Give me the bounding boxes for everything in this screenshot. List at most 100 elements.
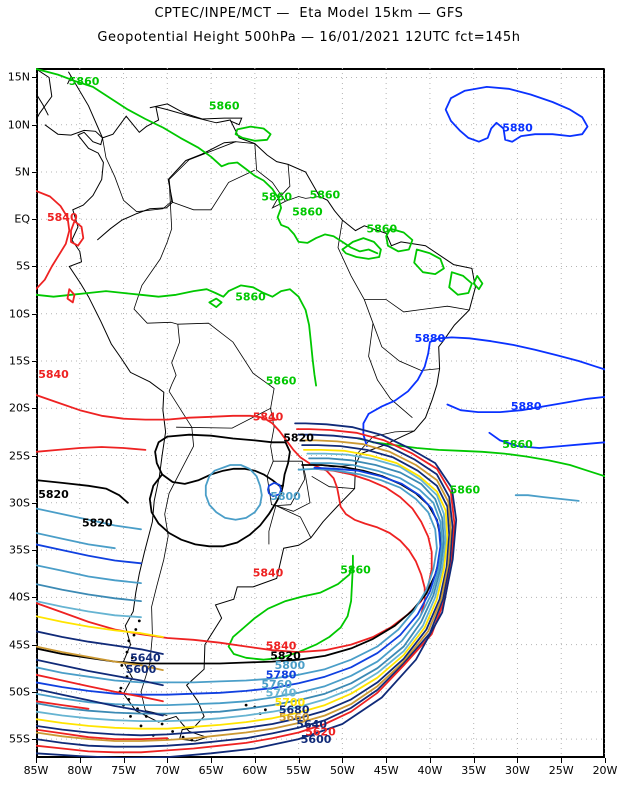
y-tick-mark (32, 313, 37, 315)
contour-label-5620-34: 5620 (305, 725, 336, 738)
contour-label-5800-26: 5800 (275, 659, 306, 672)
y-tick-mark (32, 597, 37, 599)
plot-area: 5860 5860 5880 5860 5860 5860 5860 5840 5860 5880… (36, 68, 605, 758)
contour-label-5840-12: 5840 (253, 411, 284, 424)
y-axis-tick-35S: 35S (9, 543, 30, 557)
contour-label-5700-30: 5700 (275, 696, 306, 709)
y-tick-mark (32, 361, 37, 362)
contour-label-5840-10: 5840 (38, 368, 69, 381)
x-axis-tick-35W: 35W (461, 764, 487, 777)
y-axis-tick-EQ: EQ (14, 212, 30, 226)
x-axis-tick-80W: 80W (67, 764, 93, 777)
y-axis-tick-10N: 10N (7, 118, 30, 132)
x-tick-mark (79, 758, 81, 763)
contour-label-5640-22: 5640 (130, 652, 161, 665)
y-tick-mark (32, 219, 37, 221)
y-tick-mark (32, 171, 37, 173)
contour-layer (36, 68, 605, 758)
chart-title-line-1: CPTEC/INPE/MCT — Eta Model 15km — GFS (154, 6, 464, 21)
chart-title-line-2: Geopotential Height 500hPa — 16/01/2021 … (97, 30, 521, 45)
y-axis-tick-15N: 15N (7, 70, 30, 84)
x-axis-tick-20W: 20W (592, 764, 618, 777)
y-axis-tick-10S: 10S (9, 307, 30, 321)
y-axis-tick-15S: 15S (9, 354, 30, 368)
x-tick-mark (473, 758, 475, 763)
y-tick-mark (32, 455, 37, 457)
x-tick-mark (167, 758, 169, 763)
x-tick-mark (429, 758, 431, 763)
contour-label-5860-8: 5860 (235, 291, 266, 304)
contour-label-5860-11: 5860 (266, 375, 297, 388)
coastline-layer (36, 68, 476, 742)
contour-label-5880-2: 5880 (502, 121, 533, 134)
x-tick-mark (298, 758, 300, 763)
x-tick-mark (386, 758, 388, 763)
contour-label-5760-28: 5760 (261, 678, 292, 691)
contour-label-5860-18: 5860 (450, 483, 481, 496)
y-axis-tick-55S: 55S (9, 732, 30, 746)
y-axis-tick-30S: 30S (9, 496, 30, 510)
y-tick-mark (32, 691, 37, 693)
contour-label-5820-25: 5820 (270, 650, 301, 663)
x-axis-tick-85W: 85W (23, 764, 49, 777)
y-axis-tick-5N: 5N (14, 165, 30, 179)
x-axis-tick-50W: 50W (329, 764, 355, 777)
contour-label-5840-24: 5840 (266, 639, 297, 652)
y-axis-tick-40S: 40S (9, 590, 30, 604)
y-axis-tick-25S: 25S (9, 449, 30, 463)
contour-label-5780-27: 5780 (266, 669, 297, 682)
contour-label-5820-13: 5820 (283, 431, 314, 444)
contour-label-5680-31: 5680 (279, 704, 310, 717)
x-axis-tick-30W: 30W (505, 764, 530, 777)
contour-label-5600-23: 5600 (126, 663, 157, 676)
x-tick-mark (605, 758, 606, 763)
contour-label-5860-6: 5860 (366, 223, 397, 236)
x-axis-tick-25W: 25W (548, 764, 574, 777)
contour-label-5860-4: 5860 (310, 188, 341, 201)
y-tick-mark (32, 502, 37, 504)
x-tick-mark (123, 758, 125, 763)
x-tick-mark (561, 758, 563, 763)
y-axis-tick-45S: 45S (9, 638, 30, 652)
x-tick-mark (211, 758, 213, 763)
x-axis-tick-60W: 60W (242, 764, 268, 777)
x-tick-mark (36, 758, 37, 763)
x-axis-tick-45W: 45W (373, 764, 399, 777)
y-axis-tick-50S: 50S (9, 685, 30, 699)
chart-title-block: CPTEC/INPE/MCT — Eta Model 15km — GFS Ge… (0, 0, 618, 45)
contour-label-5860-5: 5860 (292, 206, 323, 219)
contour-label-5660-32: 5660 (279, 711, 310, 724)
y-tick-mark (32, 266, 37, 268)
x-axis-tick-65W: 65W (198, 764, 224, 777)
y-tick-mark (32, 550, 37, 552)
y-axis-tick-20S: 20S (9, 401, 30, 415)
y-tick-mark (32, 739, 37, 741)
x-axis-tick-55W: 55W (286, 764, 312, 777)
y-axis-tick-5S: 5S (16, 259, 30, 273)
contour-label-5820-19: 5820 (82, 516, 113, 529)
x-axis-tick-70W: 70W (154, 764, 180, 777)
y-tick-mark (32, 408, 37, 410)
y-tick-mark (32, 124, 37, 126)
contour-label-5860-14: 5860 (502, 438, 533, 451)
contour-label-5800-17: 5800 (270, 490, 301, 503)
contour-label-5880-9: 5880 (415, 332, 446, 345)
x-tick-mark (254, 758, 256, 763)
y-tick-mark (32, 77, 37, 79)
contour-label-5880-15: 5880 (511, 400, 542, 413)
x-axis-tick-75W: 75W (111, 764, 136, 777)
contour-label-5860-0: 5860 (69, 75, 100, 88)
x-axis-tick-40W: 40W (417, 764, 443, 777)
contour-label-5860-3: 5860 (261, 190, 292, 203)
grid-lines (36, 68, 605, 758)
x-tick-mark (342, 758, 344, 763)
contour-label-5640-33: 5640 (296, 718, 327, 731)
contour-label-5840-7: 5840 (47, 211, 78, 224)
y-tick-mark (32, 644, 37, 646)
contour-label-5600-35: 5600 (301, 733, 332, 746)
contour-label-5820-16: 5820 (38, 488, 69, 501)
contour-label-5840-20: 5840 (253, 567, 284, 580)
